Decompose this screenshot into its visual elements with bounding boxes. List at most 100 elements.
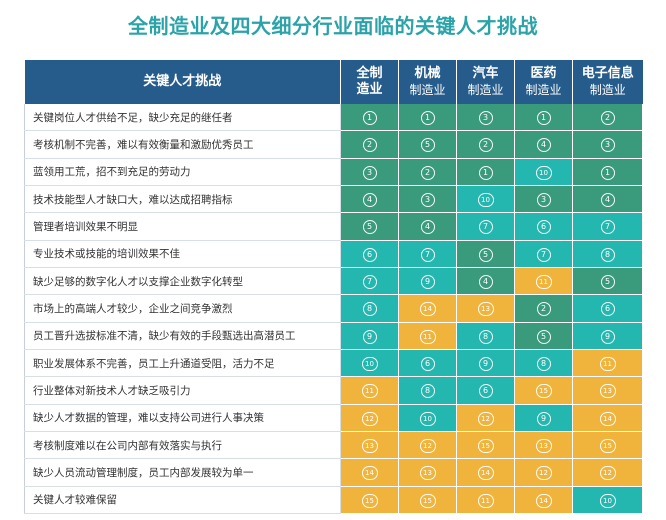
challenge-label: 管理者培训效果不明显: [24, 212, 341, 241]
rank-cell-pharma: 3: [514, 185, 573, 214]
rank-badge: 3: [362, 165, 377, 180]
header-electronics: 电子信息 制造业: [572, 60, 643, 104]
rank-badge: 9: [362, 329, 377, 344]
rank-cell-electronics: 7: [572, 212, 643, 241]
rank-cell-automotive: 1: [456, 158, 515, 186]
rank-cell-pharma: 15: [514, 376, 573, 405]
rank-badge: 11: [419, 329, 436, 344]
rank-cell-electronics: 11: [572, 349, 643, 378]
rank-cell-pharma: 9: [514, 404, 573, 432]
rank-cell-machinery: 9: [398, 267, 457, 296]
rank-cell-machinery: 15: [398, 486, 457, 515]
challenge-label: 缺少人才数据的管理，难以支持公司进行人事决策: [24, 403, 341, 432]
rank-cell-automotive: 10: [456, 185, 515, 214]
table-row: 关键人才较难保留 15 15 11 14 10: [24, 485, 643, 515]
rank-badge: 15: [535, 384, 552, 399]
rank-badge: 1: [536, 111, 551, 126]
rank-cell-electronics: 8: [572, 240, 643, 268]
rank-cell-all-manufacturing: 9: [340, 322, 399, 350]
header-line1: 电子信息: [581, 66, 634, 81]
rank-cell-pharma: 4: [514, 130, 573, 159]
rank-cell-machinery: 11: [398, 322, 457, 350]
rank-cell-all-manufacturing: 14: [340, 458, 399, 487]
challenge-label: 缺少足够的数字化人才以支撑企业数字化转型: [24, 266, 341, 296]
rank-cell-machinery: 14: [398, 294, 457, 323]
rank-badge: 8: [362, 302, 377, 317]
header-line1: 医药: [530, 66, 557, 81]
rank-cell-machinery: 3: [398, 185, 457, 214]
table-row: 缺少人员流动管理制度，员工内部发展较为单一 14 13 14 12 12: [24, 458, 643, 487]
table-body: 关键岗位人才供给不足，缺少充足的继任者 1 1 3 1 2 考核机制不完善，难以有效衡量和激…: [24, 104, 643, 515]
rank-badge: 9: [536, 411, 551, 426]
rank-badge: 3: [600, 138, 615, 153]
table-row: 职业发展体系不完善，员工上升通道受阻，活力不足 10 6 9 8 11: [24, 348, 643, 378]
rank-cell-pharma: 6: [514, 212, 573, 241]
rank-cell-all-manufacturing: 12: [340, 404, 399, 432]
rank-badge: 2: [362, 138, 377, 153]
rank-badge: 4: [362, 193, 377, 208]
rank-cell-automotive: 13: [456, 294, 515, 323]
rank-cell-all-manufacturing: 7: [340, 267, 399, 296]
rank-cell-all-manufacturing: 4: [340, 185, 399, 214]
table-row: 缺少人才数据的管理，难以支持公司进行人事决策 12 10 12 9 14: [24, 403, 643, 432]
table-row: 员工晋升选拔标准不清，缺少有效的手段甄选出高潜员工 9 11 8 5 9: [24, 321, 643, 350]
rank-cell-automotive: 5: [456, 240, 515, 268]
rank-cell-automotive: 2: [456, 130, 515, 159]
rank-cell-automotive: 4: [456, 267, 515, 296]
rank-cell-all-manufacturing: 5: [340, 212, 399, 241]
rank-badge: 13: [535, 439, 552, 454]
rank-badge: 13: [419, 466, 436, 481]
rank-cell-pharma: 11: [514, 267, 573, 296]
rank-cell-all-manufacturing: 15: [340, 486, 399, 515]
rank-cell-all-manufacturing: 11: [340, 376, 399, 405]
header-line2: 造业: [356, 82, 383, 97]
rank-badge: 1: [600, 165, 615, 180]
rank-cell-machinery: 2: [398, 158, 457, 186]
rank-cell-all-manufacturing: 1: [340, 104, 399, 132]
challenge-label: 考核机制不完善，难以有效衡量和激励优秀员工: [24, 130, 341, 159]
rank-cell-machinery: 6: [398, 349, 457, 378]
challenge-label: 职业发展体系不完善，员工上升通道受阻，活力不足: [24, 348, 341, 378]
rank-badge: 12: [419, 439, 436, 454]
rank-badge: 14: [361, 466, 378, 481]
rank-badge: 9: [420, 275, 435, 290]
rank-cell-all-manufacturing: 2: [340, 130, 399, 159]
rank-cell-electronics: 15: [572, 431, 643, 460]
challenge-label: 关键岗位人才供给不足，缺少充足的继任者: [24, 104, 341, 132]
rank-badge: 10: [599, 493, 616, 508]
rank-cell-electronics: 1: [572, 158, 643, 186]
challenge-label: 考核制度难以在公司内部有效落实与执行: [24, 430, 341, 460]
rank-cell-all-manufacturing: 3: [340, 158, 399, 186]
table-row: 考核机制不完善，难以有效衡量和激励优秀员工 2 5 2 4 3: [24, 130, 643, 159]
header-automotive: 汽车 制造业: [456, 60, 515, 104]
rank-badge: 6: [420, 357, 435, 372]
rank-cell-pharma: 7: [514, 240, 573, 268]
rank-cell-machinery: 5: [398, 130, 457, 159]
rank-badge: 11: [361, 384, 378, 399]
rank-badge: 5: [420, 138, 435, 153]
rank-cell-automotive: 14: [456, 458, 515, 487]
rank-cell-pharma: 2: [514, 294, 573, 323]
rank-badge: 6: [362, 247, 377, 262]
rank-badge: 13: [599, 384, 616, 399]
rank-cell-pharma: 14: [514, 486, 573, 515]
rank-badge: 4: [536, 138, 551, 153]
challenge-label: 员工晋升选拔标准不清，缺少有效的手段甄选出高潜员工: [24, 321, 341, 350]
rank-cell-automotive: 9: [456, 349, 515, 378]
rank-cell-machinery: 13: [398, 458, 457, 487]
rank-badge: 4: [478, 275, 493, 290]
rank-badge: 10: [419, 411, 436, 426]
rank-badge: 7: [362, 275, 377, 290]
rank-cell-automotive: 15: [456, 431, 515, 460]
rank-badge: 7: [478, 220, 493, 235]
rank-badge: 1: [362, 111, 377, 126]
rank-badge: 2: [600, 111, 615, 126]
rank-cell-electronics: 14: [572, 404, 643, 432]
rank-badge: 13: [477, 302, 494, 317]
rank-cell-all-manufacturing: 10: [340, 349, 399, 378]
rank-badge: 4: [600, 193, 615, 208]
rank-cell-machinery: 1: [398, 104, 457, 132]
rank-badge: 12: [361, 411, 378, 426]
rank-badge: 2: [478, 138, 493, 153]
rank-cell-machinery: 8: [398, 376, 457, 405]
